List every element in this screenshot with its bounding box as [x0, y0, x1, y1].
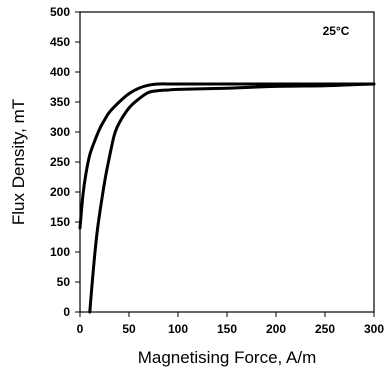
y-tick-label: 50 — [57, 275, 71, 289]
temperature-annotation: 25°C — [323, 24, 350, 38]
x-tick-label: 300 — [364, 322, 384, 336]
y-axis-label: Flux Density, mT — [9, 99, 28, 225]
y-tick-label: 350 — [50, 95, 70, 109]
plot-frame — [79, 11, 375, 313]
x-tick-label: 250 — [315, 322, 335, 336]
x-tick-label: 200 — [266, 322, 286, 336]
x-tick-label: 100 — [168, 322, 188, 336]
x-axis-ticks: 0 50 100 150 200 250 300 — [77, 312, 384, 336]
y-tick-label: 100 — [50, 245, 70, 259]
y-tick-label: 450 — [50, 35, 70, 49]
y-tick-label: 150 — [50, 215, 70, 229]
x-axis-label: Magnetising Force, A/m — [138, 348, 317, 367]
x-tick-label: 150 — [217, 322, 237, 336]
y-tick-label: 400 — [50, 65, 70, 79]
series-lines — [78, 82, 376, 314]
y-tick-label: 250 — [50, 155, 70, 169]
y-tick-label: 300 — [50, 125, 70, 139]
plot-area-border — [79, 11, 375, 313]
x-tick-label: 0 — [77, 322, 84, 336]
x-tick-label: 50 — [122, 322, 136, 336]
y-tick-label: 500 — [50, 5, 70, 19]
lower-curve-line — [88, 82, 376, 314]
upper-curve-line — [78, 82, 376, 230]
y-axis-ticks: 0 50 100 150 200 250 300 350 400 450 500 — [50, 5, 80, 319]
y-tick-label: 200 — [50, 185, 70, 199]
y-tick-label: 0 — [63, 305, 70, 319]
